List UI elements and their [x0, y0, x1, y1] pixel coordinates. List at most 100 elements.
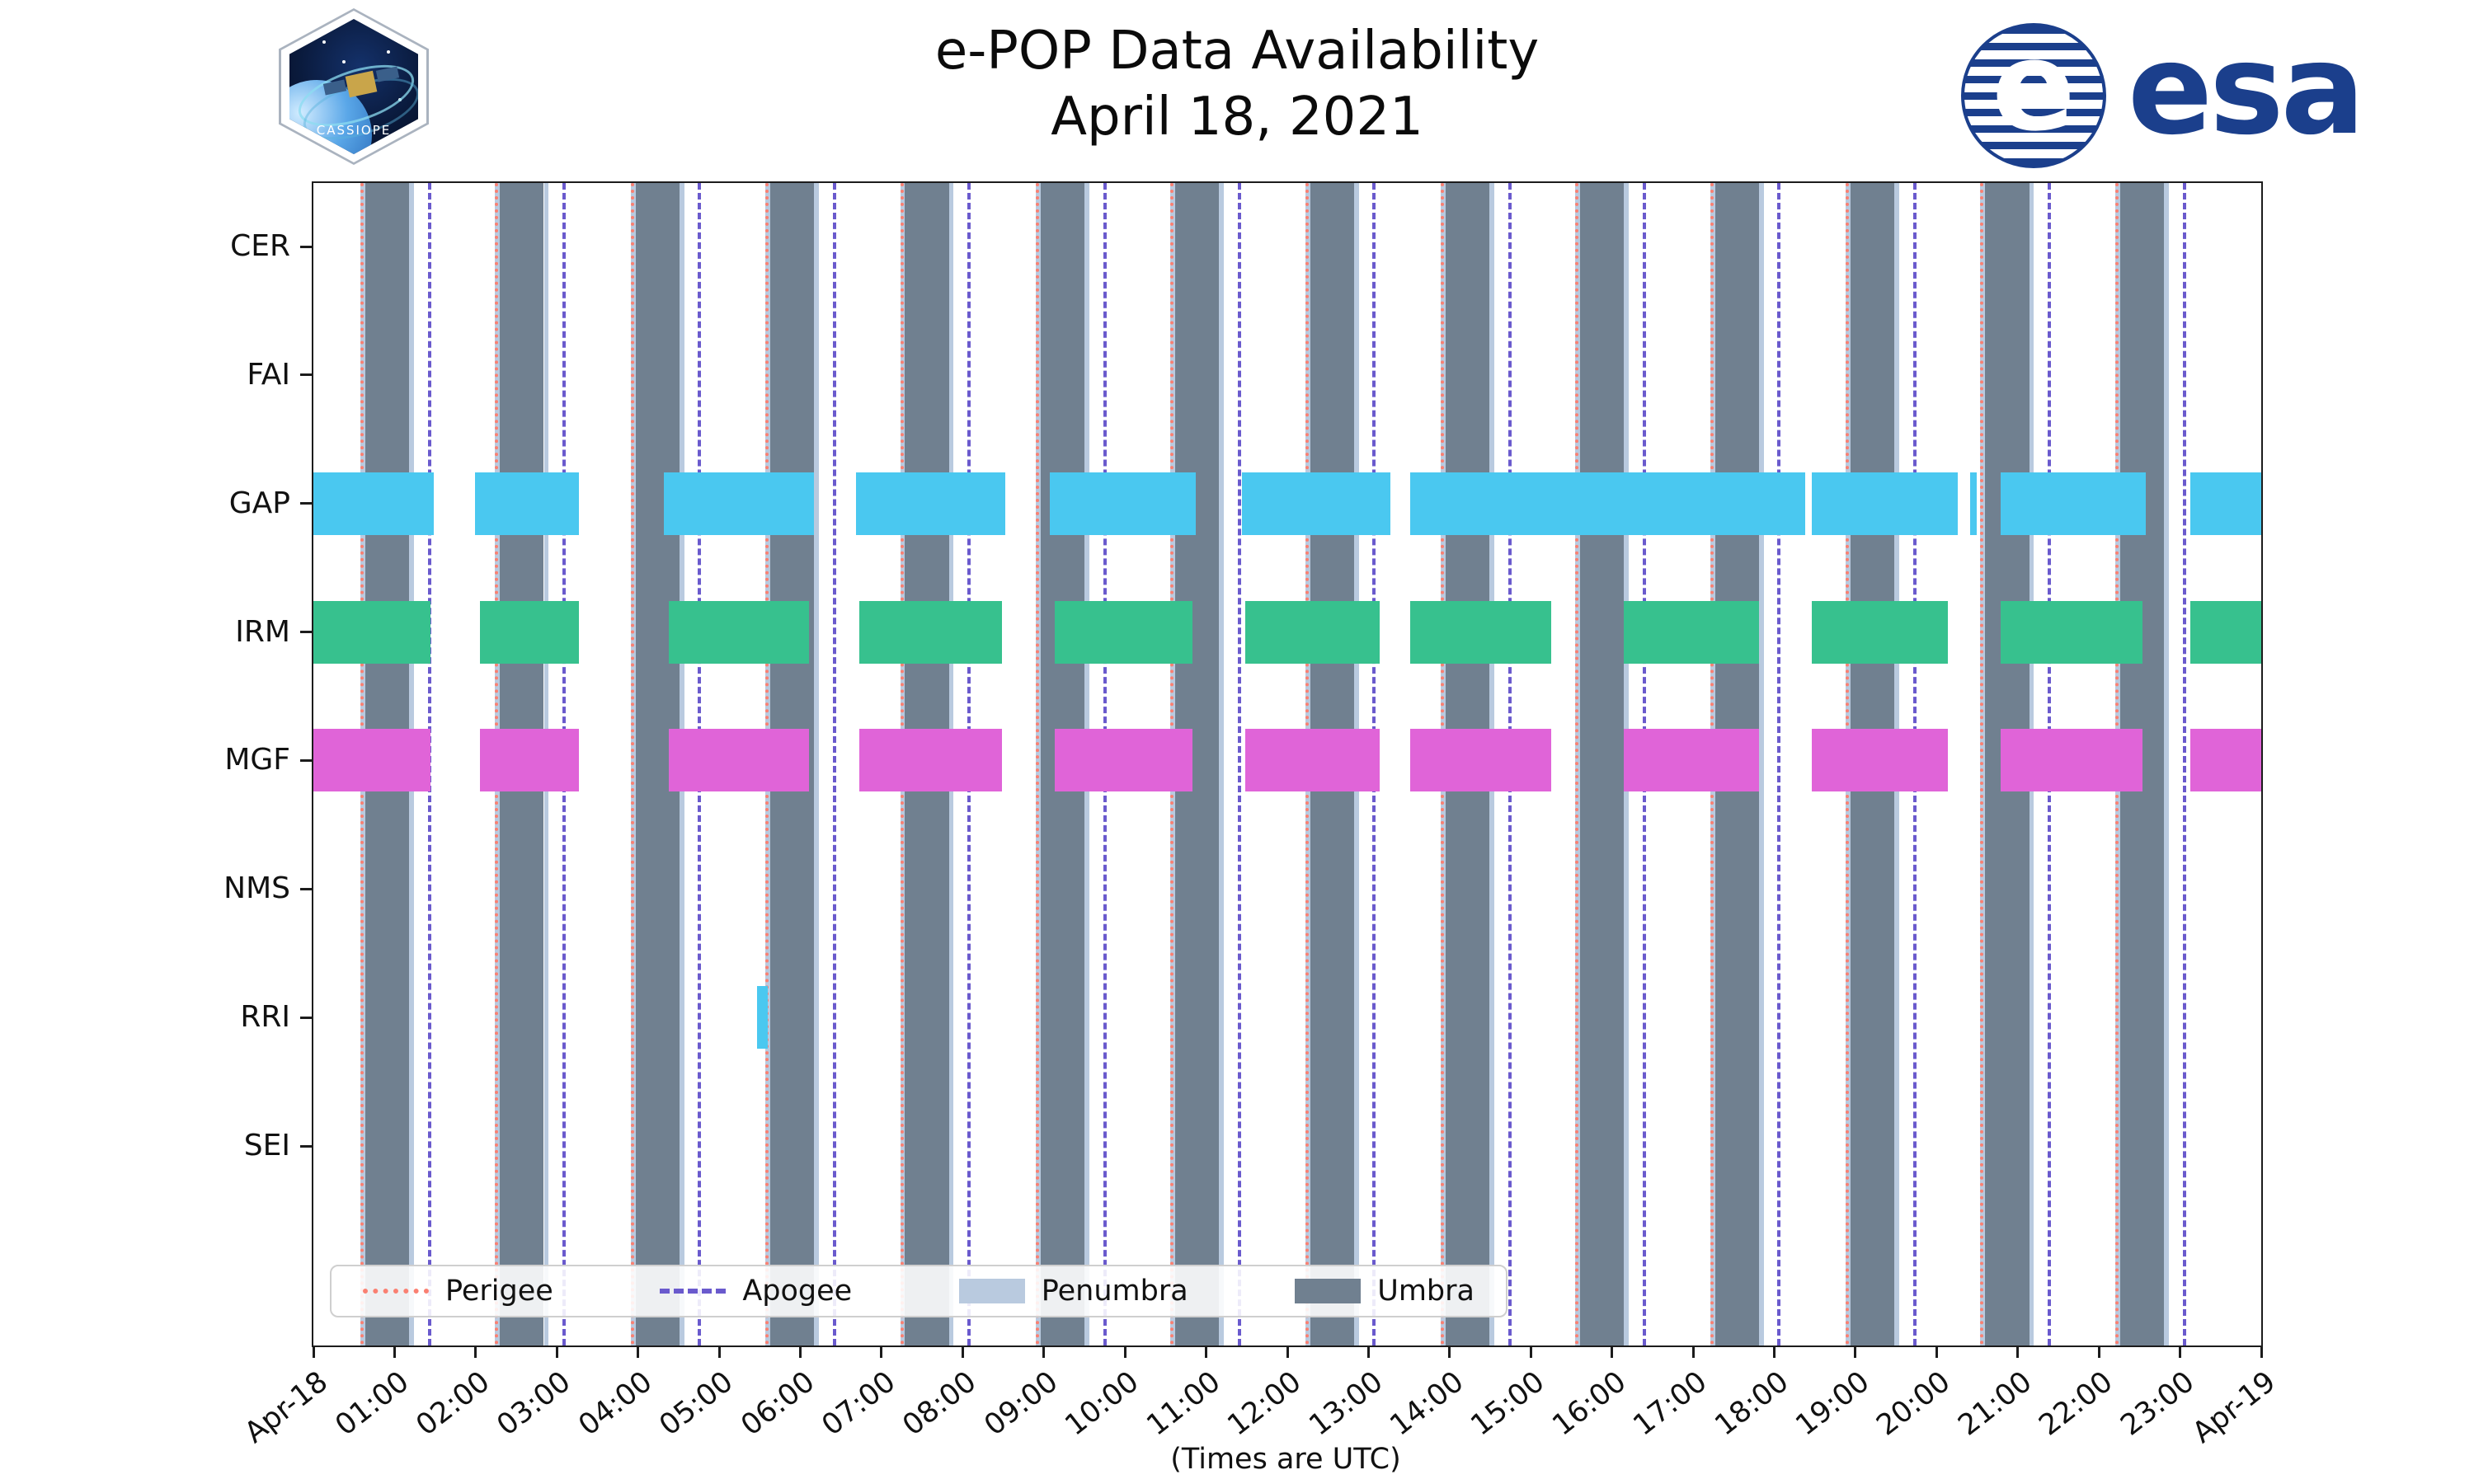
- perigee-dotted-line-swatch: [363, 1289, 429, 1294]
- data-bar-irm: [313, 600, 430, 664]
- x-tick-mark: [2179, 1345, 2182, 1358]
- x-tick-label-text: 20:00: [1870, 1365, 1957, 1443]
- y-tick-mark: [300, 373, 313, 377]
- esa-globe-icon: e: [1961, 23, 2106, 168]
- y-tick-label-irm: IRM: [235, 614, 290, 649]
- y-tick-label-sei: SEI: [243, 1129, 290, 1163]
- x-tick-label-text: 22:00: [2033, 1365, 2119, 1443]
- y-tick-mark: [300, 631, 313, 634]
- penumbra-band: [814, 183, 820, 1345]
- x-tick-label-text: 23:00: [2114, 1365, 2201, 1443]
- x-tick-mark: [637, 1345, 640, 1358]
- x-tick-label-text: 03:00: [491, 1365, 577, 1443]
- x-tick-label-text: 06:00: [735, 1365, 821, 1443]
- data-bar-gap: [474, 472, 579, 535]
- data-bar-mgf: [313, 729, 430, 792]
- data-bar-gap: [1811, 472, 1958, 535]
- y-tick-label-nms: NMS: [223, 871, 290, 906]
- x-tick-label-text: 12:00: [1221, 1365, 1308, 1443]
- perigee-line: [1980, 183, 1984, 1345]
- x-tick-mark: [1366, 1345, 1370, 1358]
- x-tick-label-text: 18:00: [1709, 1365, 1795, 1443]
- chart-title-block: e-POP Data Availability April 18, 2021: [0, 18, 2474, 150]
- perigee-line: [1035, 183, 1039, 1345]
- data-bar-gap: [2001, 472, 2147, 535]
- x-tick-label-text: 02:00: [410, 1365, 496, 1443]
- star-dot: [398, 98, 402, 101]
- x-tick-mark: [799, 1345, 802, 1358]
- x-tick-mark: [1123, 1345, 1126, 1358]
- data-bar-irm: [859, 600, 1002, 664]
- x-tick-label-text: 14:00: [1384, 1365, 1470, 1443]
- data-bar-mgf: [479, 729, 579, 792]
- penumbra-band: [1219, 183, 1225, 1345]
- x-tick-mark: [312, 1345, 315, 1358]
- x-tick-mark: [474, 1345, 477, 1358]
- x-tick-label-text: 09:00: [978, 1365, 1065, 1443]
- y-tick-mark: [300, 1144, 313, 1148]
- x-tick-label-text: 16:00: [1546, 1365, 1633, 1443]
- x-tick-mark: [961, 1345, 964, 1358]
- x-tick-label-text: 05:00: [653, 1365, 740, 1443]
- data-bar-mgf: [1409, 729, 1551, 792]
- cassiope-mission-patch: CASSIOPE: [279, 8, 429, 165]
- x-tick-label-text: 19:00: [1790, 1365, 1876, 1443]
- legend: Perigee Apogee Penumbra Umbra: [330, 1265, 1507, 1317]
- x-tick-mark: [1205, 1345, 1208, 1358]
- data-bar-gap: [664, 472, 815, 535]
- x-tick-mark: [1529, 1345, 1532, 1358]
- data-bar-gap: [313, 472, 434, 535]
- y-tick-mark: [300, 1016, 313, 1019]
- legend-item-perigee: Perigee: [363, 1275, 553, 1308]
- data-bar-irm: [1624, 600, 1759, 664]
- data-bar-mgf: [1054, 729, 1192, 792]
- apogee-line: [1237, 183, 1241, 1345]
- x-tick-mark: [2097, 1345, 2100, 1358]
- data-bar-mgf: [2001, 729, 2143, 792]
- data-bar-rri: [757, 986, 769, 1050]
- star-dot: [342, 60, 346, 63]
- data-bar-irm: [1054, 600, 1192, 664]
- legend-label: Perigee: [445, 1275, 553, 1308]
- esa-logo: e esa: [1961, 16, 2365, 170]
- x-tick-mark: [1448, 1345, 1451, 1358]
- apogee-dashed-line-swatch: [660, 1289, 727, 1294]
- x-tick-mark: [1691, 1345, 1695, 1358]
- page-title: e-POP Data Availability: [934, 21, 1540, 82]
- x-tick-label-text: Apr-19: [2185, 1365, 2282, 1450]
- data-bar-gap: [1409, 472, 1805, 535]
- penumbra-band: [2163, 183, 2169, 1345]
- page-subtitle: April 18, 2021: [1051, 87, 1423, 148]
- x-axis-caption: (Times are UTC): [1170, 1443, 1401, 1476]
- availability-plot-area: Perigee Apogee Penumbra Umbra Apr-18 01:0…: [223, 181, 2282, 1450]
- y-tick-mark: [300, 245, 313, 248]
- x-tick-mark: [1042, 1345, 1046, 1358]
- data-bar-irm: [2001, 600, 2143, 664]
- x-tick-mark: [2260, 1345, 2263, 1358]
- umbra-band: [1580, 183, 1625, 1345]
- data-bar-irm: [1244, 600, 1380, 664]
- x-tick-label-text: 15:00: [1465, 1365, 1551, 1443]
- star-dot: [387, 50, 390, 54]
- x-tick-mark: [1854, 1345, 1857, 1358]
- star-dot: [322, 40, 326, 44]
- y-tick-label-fai: FAI: [247, 357, 290, 392]
- cassiope-patch-label: CASSIOPE: [316, 123, 392, 138]
- legend-item-apogee: Apogee: [660, 1275, 852, 1308]
- data-bar-irm: [2190, 600, 2261, 664]
- data-bar-gap: [856, 472, 1005, 535]
- x-tick-label-text: 21:00: [1952, 1365, 2039, 1443]
- x-tick-label-text: 11:00: [1141, 1365, 1227, 1443]
- legend-item-umbra: Umbra: [1295, 1275, 1475, 1308]
- data-bar-gap: [1049, 472, 1196, 535]
- y-tick-label-cer: CER: [230, 229, 290, 263]
- penumbra-patch-swatch: [958, 1279, 1025, 1303]
- esa-wordmark: esa: [2128, 16, 2365, 162]
- penumbra-band: [1758, 183, 1764, 1345]
- x-tick-mark: [555, 1345, 558, 1358]
- perigee-line: [630, 183, 634, 1345]
- x-tick-mark: [1611, 1345, 1614, 1358]
- x-tick-label-text: 10:00: [1059, 1365, 1145, 1443]
- data-bar-irm: [1811, 600, 1949, 664]
